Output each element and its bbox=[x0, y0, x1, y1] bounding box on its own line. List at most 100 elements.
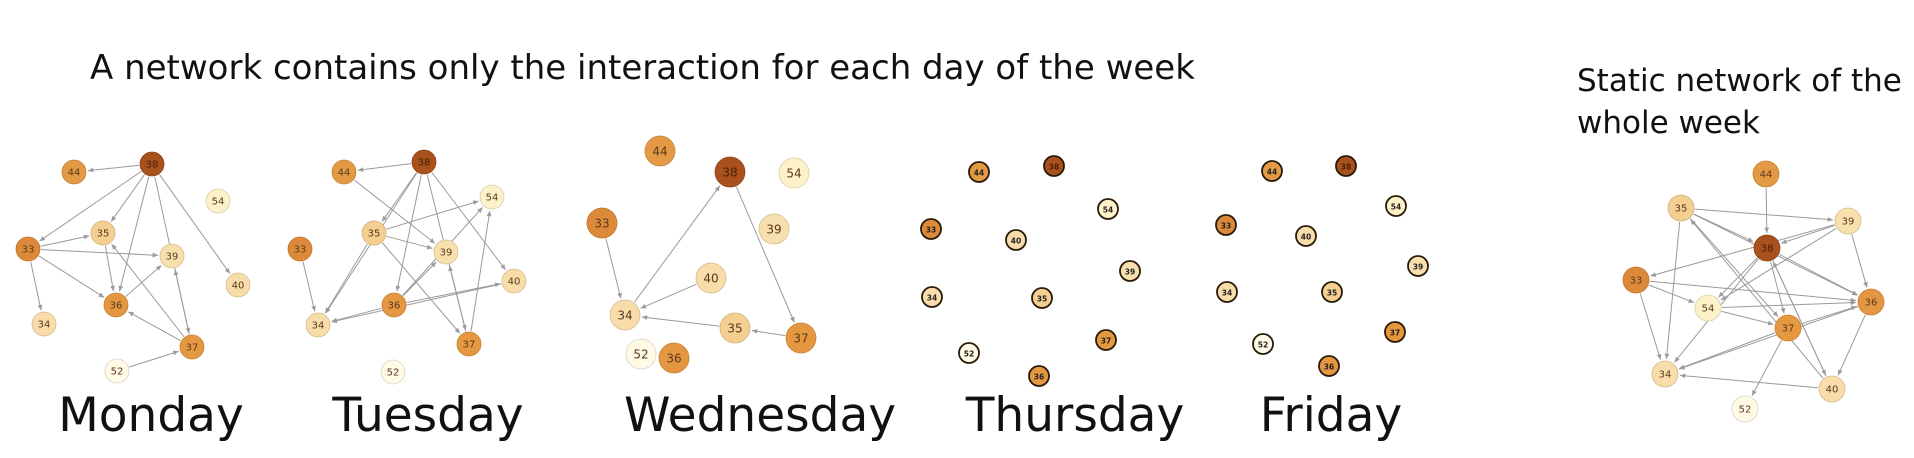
edge-33-34 bbox=[302, 261, 316, 312]
edge-36-34 bbox=[1678, 306, 1858, 370]
node-circle-39 bbox=[1119, 260, 1141, 282]
edge-33-34 bbox=[30, 261, 43, 311]
edge-36-40 bbox=[406, 282, 501, 303]
edge-40-34 bbox=[640, 283, 697, 309]
node-33: 33 bbox=[15, 236, 41, 262]
node-circle-33 bbox=[287, 236, 313, 262]
node-label-35: 35 bbox=[1327, 289, 1337, 298]
node-circle-54 bbox=[479, 184, 505, 210]
node-label-35: 35 bbox=[1675, 204, 1688, 215]
node-39: 39 bbox=[1834, 207, 1862, 235]
node-label-40: 40 bbox=[1826, 385, 1839, 396]
node-label-33: 33 bbox=[1630, 276, 1643, 287]
node-circle-38 bbox=[714, 156, 746, 188]
edge-35-39 bbox=[1694, 208, 1834, 222]
edge-52-37 bbox=[129, 350, 179, 368]
node-37: 37 bbox=[785, 322, 817, 354]
static-network-title-line2: whole week bbox=[1577, 105, 1760, 141]
node-35: 35 bbox=[90, 220, 116, 246]
edge-37-35 bbox=[751, 328, 786, 337]
edge-40-38 bbox=[1772, 261, 1827, 377]
node-54: 54 bbox=[205, 188, 231, 214]
node-circle-33 bbox=[1622, 266, 1650, 294]
node-circle-33 bbox=[1215, 214, 1237, 236]
node-label-35: 35 bbox=[368, 229, 381, 240]
node-40: 40 bbox=[225, 272, 251, 298]
node-label-44: 44 bbox=[338, 168, 351, 179]
node-52: 52 bbox=[1252, 333, 1274, 355]
edge-33-36 bbox=[1649, 280, 1857, 303]
edge-33-54 bbox=[1648, 284, 1695, 304]
node-label-35: 35 bbox=[727, 322, 742, 336]
node-circle-34 bbox=[31, 311, 57, 337]
edge-40-34 bbox=[331, 283, 502, 324]
node-circle-40 bbox=[1818, 375, 1846, 403]
node-38: 38 bbox=[714, 156, 746, 188]
node-39: 39 bbox=[758, 213, 790, 245]
node-37: 37 bbox=[456, 331, 482, 357]
node-52: 52 bbox=[625, 338, 657, 370]
node-52: 52 bbox=[104, 358, 130, 384]
edge-40-35 bbox=[1690, 219, 1824, 379]
node-label-33: 33 bbox=[1221, 222, 1231, 231]
node-54: 54 bbox=[1097, 198, 1119, 220]
edge-54-37 bbox=[1721, 310, 1774, 326]
edge-34-38 bbox=[634, 185, 721, 303]
node-40: 40 bbox=[1818, 375, 1846, 403]
node-circle-52 bbox=[104, 358, 130, 384]
node-circle-35 bbox=[1321, 281, 1343, 303]
edge-39-38 bbox=[1781, 224, 1835, 244]
edge-38-36 bbox=[1779, 254, 1858, 296]
node-54: 54 bbox=[1385, 195, 1407, 217]
node-circle-54 bbox=[1385, 195, 1407, 217]
edge-38-36 bbox=[118, 176, 150, 292]
node-label-40: 40 bbox=[1011, 237, 1021, 246]
node-circle-34 bbox=[305, 312, 331, 338]
edge-35-39 bbox=[386, 235, 433, 250]
node-33: 33 bbox=[1215, 214, 1237, 236]
node-circle-38 bbox=[1753, 234, 1781, 262]
node-circle-54 bbox=[1694, 294, 1722, 322]
node-circle-40 bbox=[225, 272, 251, 298]
node-circle-37 bbox=[179, 334, 205, 360]
node-circle-52 bbox=[1252, 333, 1274, 355]
node-circle-37 bbox=[456, 331, 482, 357]
edge-35-36 bbox=[104, 245, 115, 292]
node-34: 34 bbox=[31, 311, 57, 337]
node-circle-35 bbox=[1667, 194, 1695, 222]
edge-35-37 bbox=[1689, 218, 1779, 318]
node-38: 38 bbox=[411, 149, 437, 175]
node-label-37: 37 bbox=[1101, 337, 1111, 346]
node-label-44: 44 bbox=[68, 168, 81, 179]
edge-35-37 bbox=[382, 242, 461, 334]
node-circle-33 bbox=[920, 218, 942, 240]
node-label-34: 34 bbox=[927, 294, 937, 303]
node-label-40: 40 bbox=[703, 272, 718, 286]
node-circle-52 bbox=[380, 359, 406, 385]
node-label-37: 37 bbox=[1390, 329, 1400, 338]
node-circle-39 bbox=[159, 243, 185, 269]
node-35: 35 bbox=[361, 220, 387, 246]
node-label-36: 36 bbox=[110, 301, 123, 312]
node-label-54: 54 bbox=[1103, 206, 1113, 215]
network-panel-friday: 44 38 54 33 40 39 34 35 37 52 36 bbox=[1215, 155, 1429, 377]
node-38: 38 bbox=[1043, 155, 1065, 177]
static-network-title-line1: Static network of the bbox=[1577, 63, 1902, 99]
node-40: 40 bbox=[1005, 229, 1027, 251]
node-label-36: 36 bbox=[1034, 373, 1044, 382]
node-circle-34 bbox=[1651, 360, 1679, 388]
node-36: 36 bbox=[658, 342, 690, 374]
node-label-36: 36 bbox=[1865, 298, 1878, 309]
node-label-44: 44 bbox=[1267, 168, 1277, 177]
node-circle-40 bbox=[501, 268, 527, 294]
node-label-33: 33 bbox=[294, 245, 307, 256]
node-39: 39 bbox=[1407, 255, 1429, 277]
node-label-54: 54 bbox=[486, 193, 499, 204]
node-circle-37 bbox=[785, 322, 817, 354]
node-circle-35 bbox=[361, 220, 387, 246]
edge-39-54 bbox=[1720, 227, 1837, 301]
edge-33-34 bbox=[605, 238, 622, 299]
node-circle-36 bbox=[658, 342, 690, 374]
edge-37-35 bbox=[111, 243, 185, 338]
